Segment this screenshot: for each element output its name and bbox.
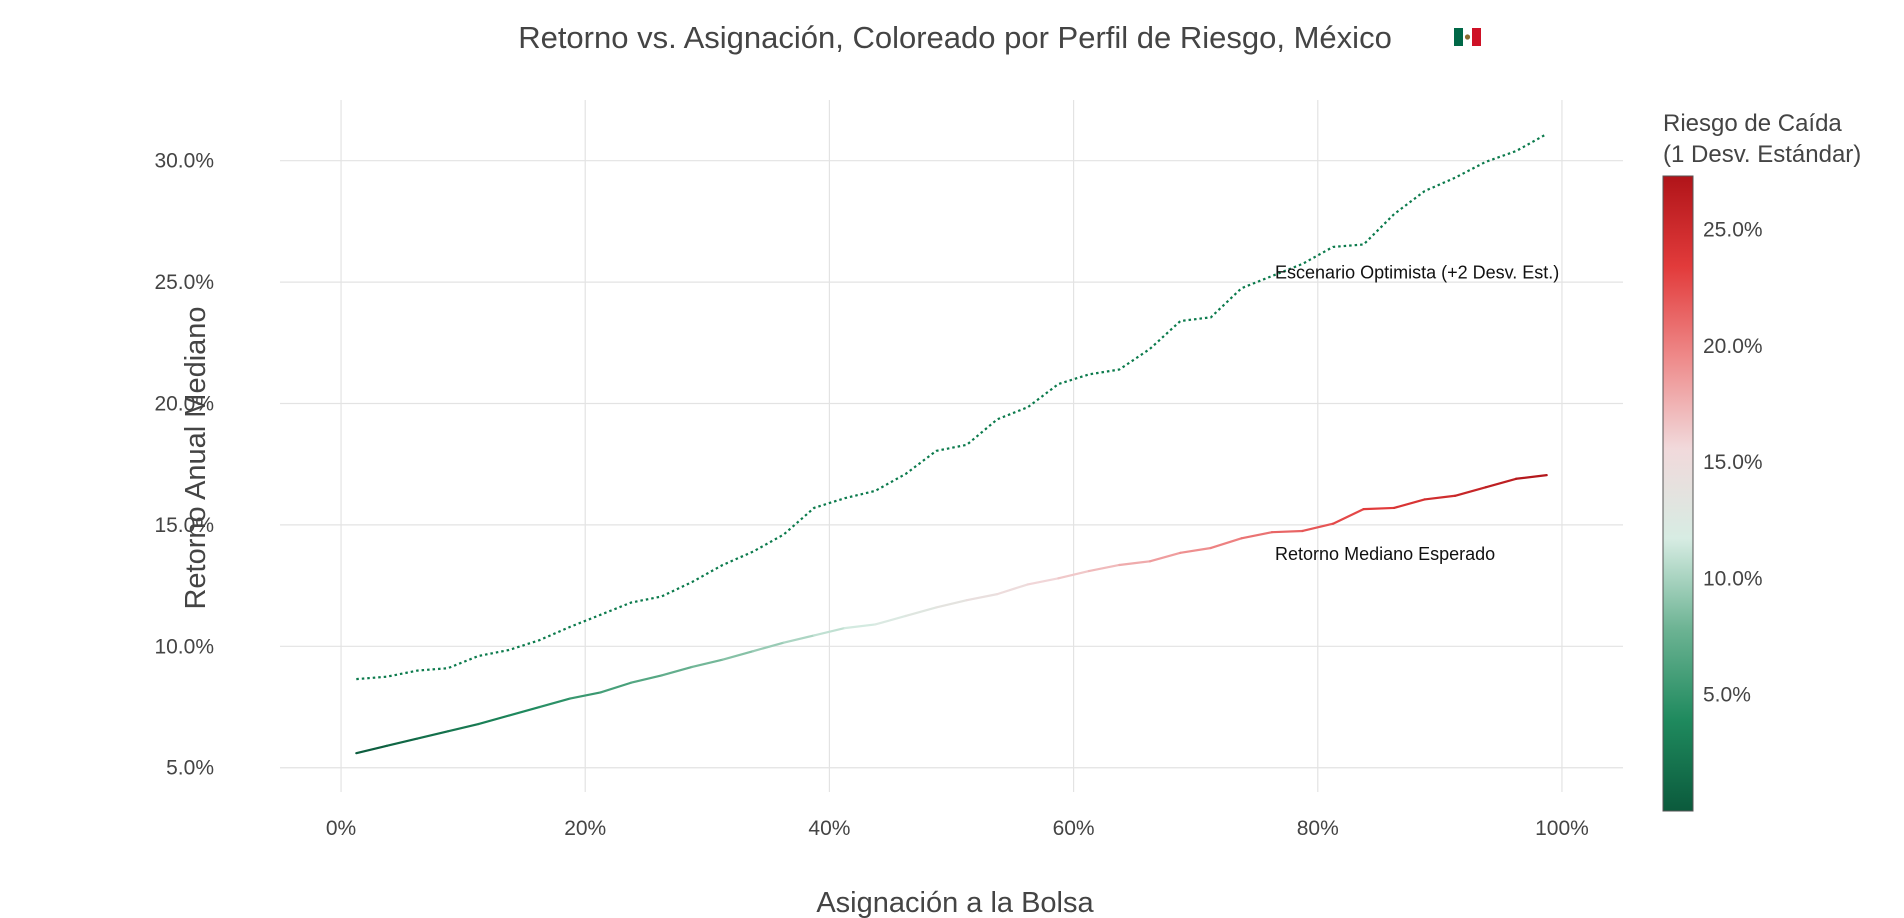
y-axis-title: Retorno Anual Mediano xyxy=(180,306,212,609)
median-return-segment xyxy=(996,583,1029,596)
y-tick-label: 20.0% xyxy=(154,393,214,416)
median-return-segment xyxy=(690,658,724,669)
optimistic-scenario-line xyxy=(356,133,1548,681)
colorbar-tick-label: 25.0% xyxy=(1703,218,1763,241)
median-return-segment xyxy=(599,681,633,694)
median-return-segment xyxy=(1209,537,1243,550)
median-return-segment xyxy=(538,697,572,709)
median-return-segment xyxy=(935,599,968,609)
median-return-segment xyxy=(446,722,480,733)
median-return-segment xyxy=(1454,486,1487,497)
median-return-segment xyxy=(507,705,541,717)
median-return-segment xyxy=(752,641,785,653)
y-tick-label: 25.0% xyxy=(154,271,214,294)
median-return-segment xyxy=(1118,560,1151,567)
colorbar-tick-label: 15.0% xyxy=(1703,451,1763,474)
median-return-segment xyxy=(385,737,419,747)
median-return-segment xyxy=(1392,498,1426,510)
colorbar-title-line2: (1 Desv. Estándar) xyxy=(1663,141,1861,168)
median-return-segment xyxy=(1423,494,1457,501)
median-return-segment xyxy=(1270,529,1304,534)
annotations: Escenario Optimista (+2 Desv. Est.) Retor… xyxy=(1275,262,1559,564)
x-tick-label: 40% xyxy=(808,817,850,840)
gridlines xyxy=(280,100,1623,792)
median-return-segment xyxy=(416,730,449,740)
median-return-segment xyxy=(874,614,907,626)
median-return-segment xyxy=(1026,577,1060,586)
median-return-segment xyxy=(1484,477,1518,489)
colorbar-ticks: 5.0% 10.0% 15.0% 20.0% 25.0% xyxy=(1703,218,1763,706)
median-return-segment xyxy=(660,665,694,677)
median-return-segment xyxy=(1057,569,1090,580)
median-return-segment xyxy=(355,744,388,755)
series-layer xyxy=(355,133,1548,755)
colorbar-tick-label: 5.0% xyxy=(1703,684,1751,707)
colorbar-title-line1: Riesgo de Caída xyxy=(1663,110,1842,137)
chart-title: Retorno vs. Asignación, Coloreado por Pe… xyxy=(518,20,1392,55)
median-return-segment xyxy=(721,650,755,661)
y-tick-label: 5.0% xyxy=(166,757,214,780)
median-return-segment xyxy=(813,627,846,637)
tick-labels: 5.0% 10.0% 15.0% 20.0% 25.0% 30.0% 0% 20% 40% 60%… xyxy=(154,150,1588,840)
x-tick-label: 20% xyxy=(564,817,606,840)
median-return-segment xyxy=(1515,474,1548,480)
annotation-label: Escenario Optimista (+2 Desv. Est.) xyxy=(1275,262,1559,282)
mexico-flag-icon xyxy=(1454,28,1481,46)
median-return-segment xyxy=(1331,508,1365,525)
x-axis-title: Asignación a la Bolsa xyxy=(816,887,1094,918)
annotation-label: Retorno Mediano Esperado xyxy=(1275,544,1495,564)
x-tick-label: 0% xyxy=(326,817,356,840)
median-return-segment xyxy=(477,714,511,726)
median-return-segment xyxy=(1087,563,1121,573)
median-return-segment xyxy=(782,634,816,644)
median-return-segment xyxy=(904,606,938,618)
median-return-segment xyxy=(1301,522,1335,533)
y-tick-label: 30.0% xyxy=(154,150,214,173)
colorbar-gradient xyxy=(1662,175,1694,812)
x-tick-label: 100% xyxy=(1535,817,1589,840)
median-return-segment xyxy=(1179,546,1213,554)
x-tick-label: 60% xyxy=(1053,817,1095,840)
y-tick-label: 10.0% xyxy=(154,635,214,658)
median-return-segment xyxy=(629,674,663,684)
colorbar: Riesgo de Caída (1 Desv. Estándar) 5.0% 1… xyxy=(1662,110,1861,812)
median-return-segment xyxy=(965,593,999,602)
median-return-segment xyxy=(568,691,602,700)
colorbar-tick-label: 10.0% xyxy=(1703,567,1763,590)
median-return-segment xyxy=(843,623,877,630)
x-tick-label: 80% xyxy=(1297,817,1339,840)
y-tick-label: 15.0% xyxy=(154,514,214,537)
colorbar-tick-label: 20.0% xyxy=(1703,335,1763,358)
median-return-segment xyxy=(1148,551,1182,563)
median-return-segment xyxy=(1362,506,1396,511)
median-return-segment xyxy=(1240,531,1274,540)
